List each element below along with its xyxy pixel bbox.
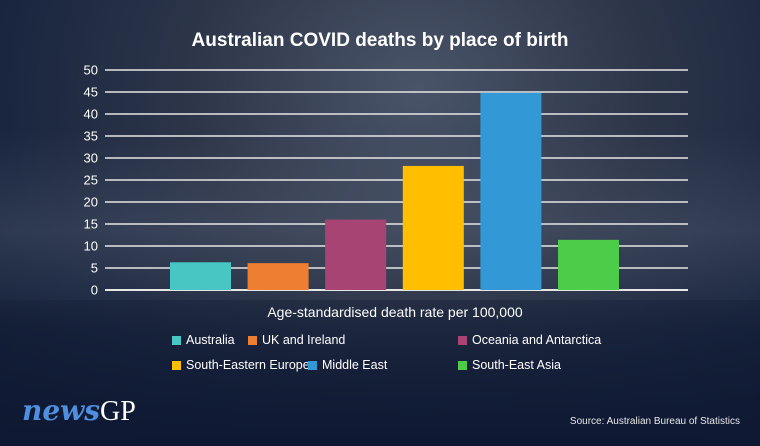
legend-item: South-Eastern Europe	[172, 358, 310, 372]
bar-uk-and-ireland	[247, 263, 309, 290]
bar-south-eastern-europe	[402, 165, 464, 290]
legend-swatch	[458, 335, 467, 345]
legend-label: UK and Ireland	[262, 333, 346, 347]
legend-swatch	[172, 335, 181, 345]
legend-item: UK and Ireland	[248, 333, 345, 347]
y-tick-label: 20	[84, 195, 98, 210]
y-tick-label: 25	[84, 173, 98, 188]
legend-item: South-East Asia	[458, 358, 561, 372]
legend-item: Australia	[172, 333, 235, 347]
bar-australia	[170, 262, 231, 290]
y-tick-label: 10	[84, 239, 98, 254]
legend-swatch	[248, 335, 257, 345]
legend: Australia UK and Ireland Oceania and Antar…	[172, 333, 652, 383]
y-tick-label: 30	[84, 151, 98, 166]
legend-swatch	[308, 360, 317, 370]
legend-swatch	[172, 360, 181, 370]
y-tick-label: 35	[84, 129, 98, 144]
bar-middle-east	[480, 92, 542, 290]
chart-title: Australian COVID deaths by place of birt…	[191, 30, 569, 51]
legend-label: South-Eastern Europe	[186, 358, 310, 372]
y-tick-label: 0	[91, 283, 98, 298]
y-tick-label: 50	[84, 63, 98, 78]
legend-label: Middle East	[322, 358, 388, 372]
legend-swatch	[458, 360, 467, 370]
y-tick-label: 5	[91, 261, 98, 276]
legend-item: Oceania and Antarctica	[458, 333, 601, 347]
y-tick-label: 45	[84, 85, 98, 100]
legend-item: Middle East	[308, 358, 387, 372]
bar-oceania-and-antarctica	[325, 219, 387, 290]
x-axis-label: Age-standardised death rate per 100,000	[267, 304, 523, 320]
background-ground	[0, 300, 760, 446]
newsgp-logo: newsGP	[22, 394, 136, 427]
y-tick-label: 40	[84, 107, 98, 122]
y-tick-label: 15	[84, 217, 98, 232]
legend-label: Oceania and Antarctica	[472, 333, 602, 347]
legend-label: Australia	[186, 333, 235, 347]
source-note: Source: Australian Bureau of Statistics	[569, 416, 740, 427]
bar-south-east-asia	[558, 239, 619, 290]
legend-label: South-East Asia	[472, 358, 561, 372]
